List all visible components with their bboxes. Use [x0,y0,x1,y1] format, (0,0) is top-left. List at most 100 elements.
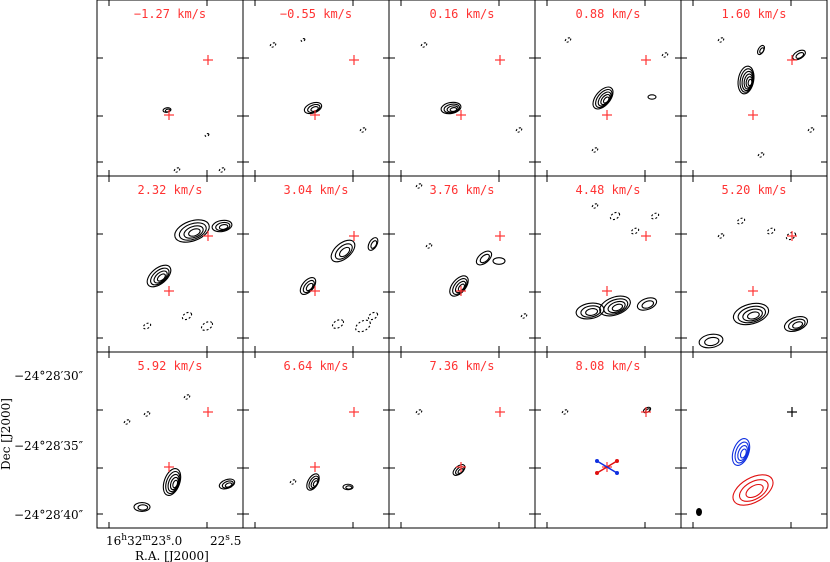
velocity-label: 8.08 km/s [575,359,640,373]
velocity-label: 5.92 km/s [137,359,202,373]
channel-panel: 5.20 km/s [680,175,828,353]
y-tick-label: −24°28′30″ [14,369,84,383]
contour [312,480,319,487]
negative-contour [269,42,277,48]
contour [174,219,210,243]
contour [599,295,631,317]
negative-contour [200,321,214,331]
panel-frame [96,0,244,177]
contour [367,237,379,251]
channel-panel: −0.55 km/s [242,0,390,177]
contour [153,270,168,284]
negative-contour [218,167,226,173]
contour [302,279,315,294]
negative-contour [183,394,191,400]
negative-contour [359,127,367,133]
arrow-head [615,471,619,475]
negative-contour [564,37,572,43]
contour [133,502,151,512]
contour [742,308,763,322]
panel-frame [534,351,682,529]
contour [795,52,805,59]
y-axis-title: Dec [J2000] [0,398,13,470]
contour [603,298,629,315]
arrow-head [595,459,599,463]
negative-contour [807,127,815,133]
contour [792,49,806,61]
velocity-label: 0.88 km/s [575,7,640,21]
velocity-label: 1.60 km/s [721,7,786,21]
arrow-head [615,459,619,463]
contour [146,264,172,288]
negative-contour [204,133,210,137]
contour [732,474,774,506]
contour [492,257,506,265]
contour [446,105,459,113]
contour [224,482,233,488]
contour [137,504,149,511]
contour [475,250,493,266]
contour [211,219,233,233]
channel-panel: 2.32 km/s [96,175,244,353]
panel-frame [242,351,390,529]
panel-frame [680,0,828,177]
contour [299,277,317,295]
contour [611,303,624,312]
contour [330,239,356,263]
contour [745,483,764,499]
contour [305,282,314,292]
channel-panel: 1.60 km/s [680,0,828,177]
panel-grid: −1.27 km/s −0.55 km/s 0.16 km/s 0.88 km/s 1.… [96,0,828,529]
contour [641,300,655,309]
contour [164,108,171,113]
contour [792,321,804,329]
contour [636,297,658,311]
contour [334,243,353,260]
contour [370,240,378,249]
contour [788,318,806,331]
x-tick-label-secondary: 22s.5 [210,533,241,548]
channel-panel: 4.48 km/s [534,175,682,353]
contour [732,302,770,326]
negative-contour [609,211,621,221]
negative-contour [173,167,181,173]
channel-panel: 3.04 km/s [242,175,390,353]
contour [457,468,464,474]
contour [698,333,724,349]
channel-panel [680,351,828,529]
negative-contour [630,227,640,235]
y-tick-label: −24°28′40″ [14,508,84,522]
contour [183,225,204,239]
contour [607,300,626,314]
contour [443,103,461,114]
velocity-label: 2.32 km/s [137,183,202,197]
contour [345,485,353,490]
negative-contour [766,227,776,235]
negative-contour [331,319,345,329]
velocity-label: 3.76 km/s [429,183,494,197]
contour [737,305,767,324]
velocity-label: 3.04 km/s [283,183,348,197]
negative-contour [355,319,371,333]
arrow-head [595,471,599,475]
contour [449,107,458,112]
negative-contour [717,37,725,43]
negative-contour [420,42,428,48]
contour [440,101,462,115]
contour [737,444,748,462]
channel-panel: 0.88 km/s [534,0,682,177]
negative-contour [736,217,746,225]
velocity-label: −0.55 km/s [280,7,352,21]
contour [747,78,753,87]
contour [704,336,720,347]
contour [585,308,599,316]
contour [479,253,490,264]
x-axis-title: R.A. [J2000] [135,549,209,562]
channel-panel: 8.08 km/s [534,351,682,529]
negative-contour [142,322,152,330]
velocity-label: 5.20 km/s [721,183,786,197]
contour [738,479,769,502]
velocity-label: 0.16 km/s [429,7,494,21]
panel-frame [96,351,244,529]
